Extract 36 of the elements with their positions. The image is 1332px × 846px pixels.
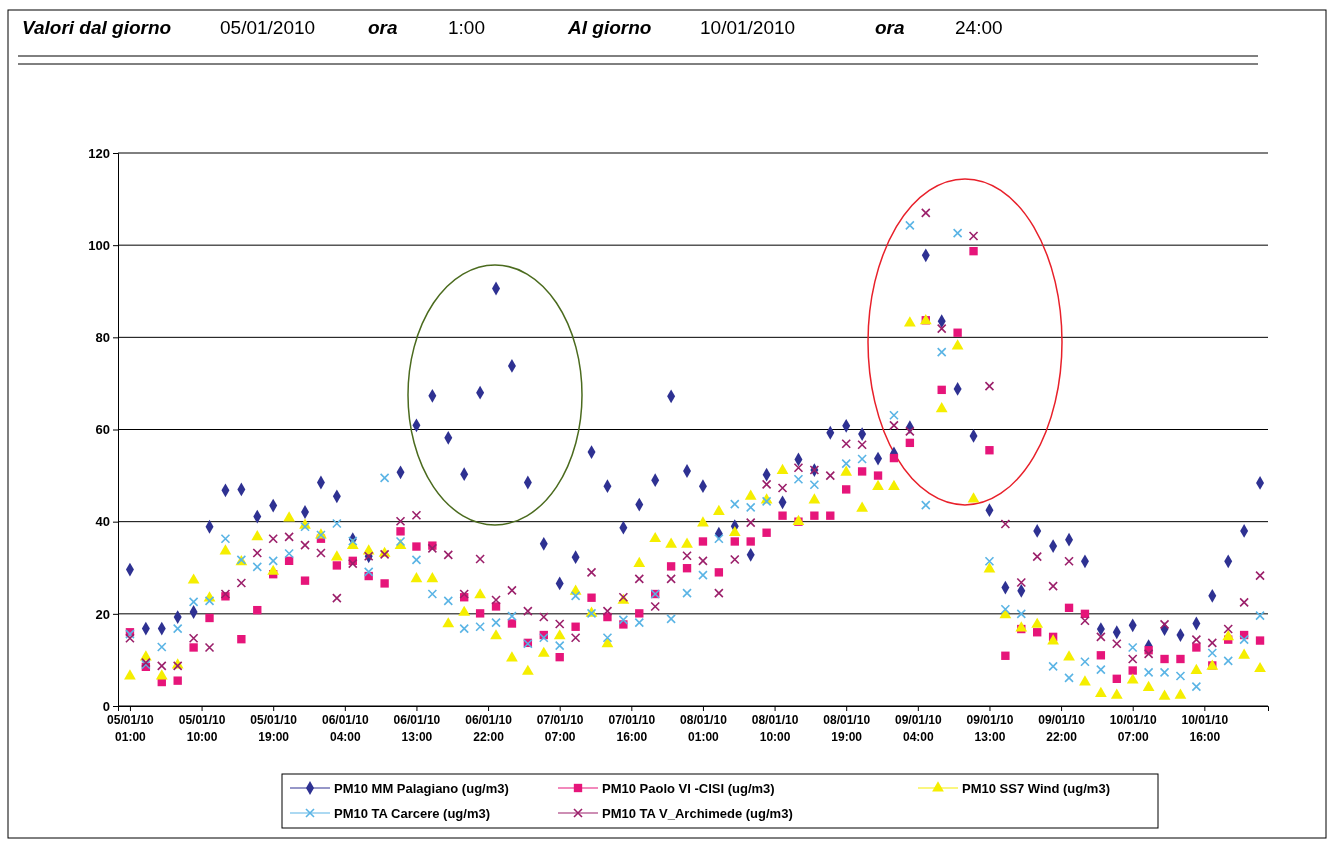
text: ora — [875, 17, 905, 38]
text: 24:00 — [955, 17, 1003, 38]
text: 10/01/2010 — [700, 17, 796, 38]
x-tick-label: 06/01/10 13:00 — [393, 713, 441, 744]
text: Al giorno — [567, 17, 652, 38]
text: 05/01/2010 — [220, 17, 316, 38]
legend-label: PM10 MM Palagiano (ug/m3) — [334, 781, 509, 796]
x-tick-label: 09/01/10 13:00 — [966, 713, 1014, 744]
x-tick-label: 10/01/10 07:00 — [1109, 713, 1157, 744]
x-tick-label: 08/01/10 10:00 — [751, 713, 799, 744]
legend-label: PM10 TA Carcere (ug/m3) — [334, 806, 491, 821]
x-tick-label: 08/01/10 19:00 — [823, 713, 871, 744]
y-tick-label: 80 — [95, 329, 110, 345]
y-tick-label: 20 — [95, 606, 110, 622]
legend-label: PM10 TA V_Archimede (ug/m3) — [602, 806, 793, 821]
y-tick-label: 100 — [88, 237, 110, 253]
x-tick-label: 05/01/10 01:00 — [107, 713, 155, 744]
y-tick-label: 120 — [88, 145, 110, 161]
legend-label: PM10 SS7 Wind (ug/m3) — [962, 781, 1110, 796]
x-tick-label: 05/01/10 19:00 — [250, 713, 298, 744]
x-tick-label: 05/01/10 10:00 — [178, 713, 226, 744]
y-tick-label: 40 — [95, 514, 110, 530]
text: Valori dal giorno — [22, 17, 172, 38]
text: ora — [368, 17, 398, 38]
x-tick-label: 09/01/10 22:00 — [1038, 713, 1086, 744]
x-tick-label: 08/01/10 01:00 — [680, 713, 728, 744]
x-tick-label: 10/01/10 16:00 — [1181, 713, 1229, 744]
x-tick-label: 06/01/10 04:00 — [321, 713, 369, 744]
y-tick-label: 60 — [95, 422, 110, 438]
text: 1:00 — [448, 17, 485, 38]
x-tick-label: 07/01/10 16:00 — [608, 713, 656, 744]
x-tick-label: 09/01/10 04:00 — [894, 713, 942, 744]
x-tick-label: 07/01/10 07:00 — [536, 713, 584, 744]
legend-label: PM10 Paolo VI -CISI (ug/m3) — [602, 781, 775, 796]
x-tick-label: 06/01/10 22:00 — [465, 713, 513, 744]
y-tick-label: 0 — [102, 698, 110, 714]
